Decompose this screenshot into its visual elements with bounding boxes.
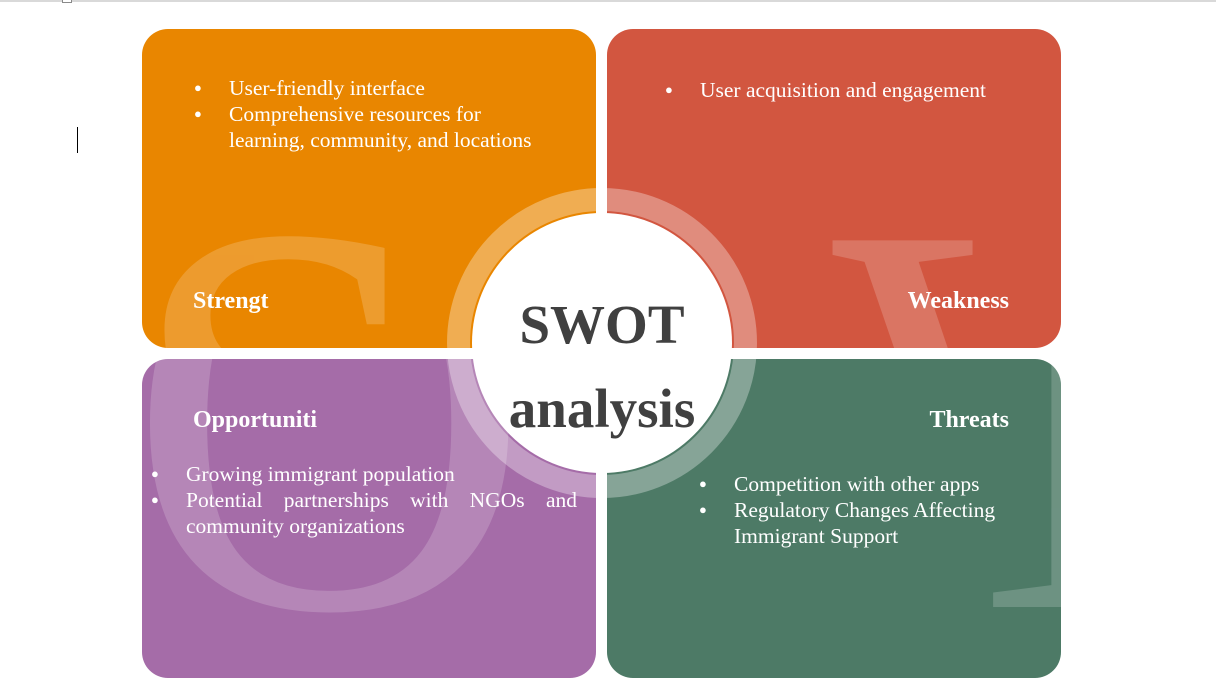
opportunities-item: Growing immigrant population — [150, 461, 577, 487]
weakness-title: Weakness — [907, 288, 1009, 314]
opportunities-list: Growing immigrant population Potential p… — [150, 461, 577, 539]
center-circle[interactable] — [472, 213, 732, 473]
weakness-watermark-letter: W — [832, 139, 1061, 348]
strength-title: Strengt — [193, 288, 269, 314]
center-title: SWOT analysis — [472, 283, 732, 451]
center-title-line2: analysis — [508, 378, 696, 439]
strength-watermark-letter: S — [142, 139, 438, 348]
threats-title: Threats — [929, 407, 1009, 433]
threats-item: Competition with other apps — [698, 471, 1018, 497]
text-cursor — [77, 127, 78, 153]
strength-list: User-friendly interface Comprehensive re… — [193, 75, 533, 153]
threats-list: Competition with other apps Regulatory C… — [698, 471, 1018, 549]
opportunities-title: Opportuniti — [193, 407, 318, 433]
strength-item: User-friendly interface — [193, 75, 533, 101]
weakness-item: User acquisition and engagement — [664, 77, 1044, 103]
weakness-list: User acquisition and engagement — [664, 77, 1044, 103]
strength-item: Comprehensive resources for learning, co… — [193, 101, 533, 153]
center-title-line1: SWOT — [519, 294, 685, 355]
layout-anchor-handle[interactable] — [62, 0, 72, 3]
threats-item: Regulatory Changes Affecting Immigrant S… — [698, 497, 1018, 549]
opportunities-item: Potential partnerships with NGOs and com… — [150, 487, 577, 539]
top-border-line — [0, 0, 1216, 2]
